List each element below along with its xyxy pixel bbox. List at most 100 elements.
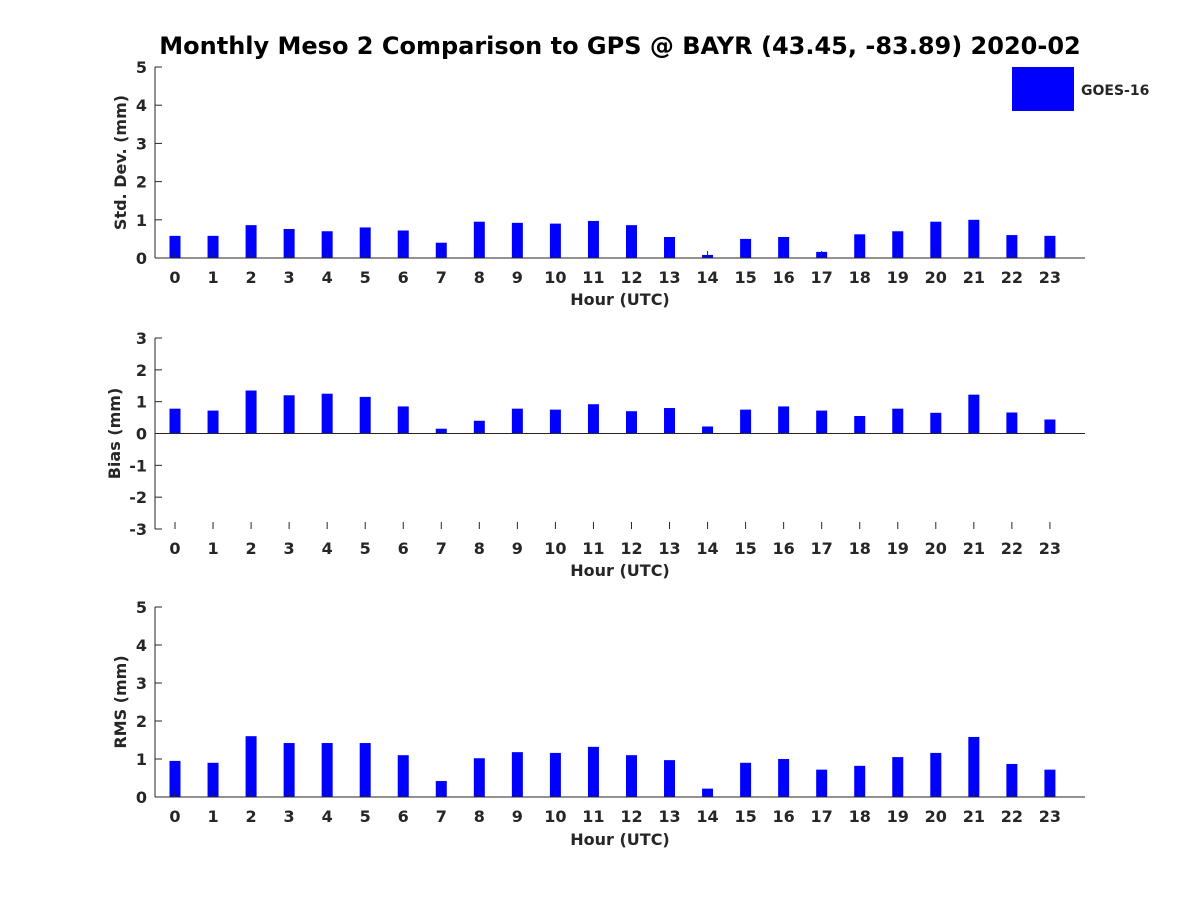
chart-title: Monthly Meso 2 Comparison to GPS @ BAYR … [159, 32, 1080, 60]
x-axis-label: Hour (UTC) [570, 290, 670, 309]
y-tick-label: -2 [129, 488, 147, 507]
bar-7 [435, 428, 447, 434]
bar-19 [892, 757, 904, 797]
bar-5 [359, 227, 371, 258]
bar-22 [1006, 412, 1018, 434]
bar-12 [625, 225, 637, 258]
bar-13 [664, 408, 676, 434]
y-tick-label: 3 [136, 674, 147, 693]
bar-6 [397, 230, 409, 258]
x-tick-label: 11 [582, 539, 604, 558]
x-tick-label: 5 [360, 539, 371, 558]
bar-2 [245, 390, 257, 434]
bar-20 [930, 752, 942, 797]
x-tick-label: 3 [284, 807, 295, 826]
x-tick-label: 8 [474, 539, 485, 558]
x-tick-label: 12 [620, 807, 642, 826]
x-tick-label: 15 [734, 539, 756, 558]
y-tick-label: 4 [136, 636, 147, 655]
x-tick-label: 1 [207, 807, 218, 826]
y-tick-label: 0 [136, 249, 147, 268]
y-tick-label: 0 [136, 425, 147, 444]
bar-16 [778, 759, 790, 797]
bar-18 [854, 415, 866, 434]
bar-7 [435, 242, 447, 258]
x-tick-label: 19 [887, 539, 909, 558]
bar-2 [245, 225, 257, 258]
bar-3 [283, 743, 295, 797]
bar-8 [473, 420, 485, 434]
bar-7 [435, 781, 447, 797]
x-tick-label: 4 [322, 807, 333, 826]
x-tick-label: 1 [207, 539, 218, 558]
x-tick-label: 11 [582, 268, 604, 287]
bar-22 [1006, 235, 1018, 258]
bar-23 [1044, 769, 1056, 797]
x-tick-label: 6 [398, 807, 409, 826]
bar-16 [778, 406, 790, 434]
x-tick-label: 16 [773, 539, 795, 558]
bar-19 [892, 231, 904, 258]
x-tick-label: 13 [658, 807, 680, 826]
x-tick-label: 2 [246, 807, 257, 826]
x-tick-label: 23 [1039, 539, 1061, 558]
x-tick-label: 0 [169, 268, 180, 287]
bar-11 [587, 746, 599, 797]
bar-15 [740, 762, 752, 797]
x-tick-label: 18 [849, 268, 871, 287]
bar-1 [207, 235, 219, 258]
x-tick-label: 20 [925, 807, 947, 826]
x-tick-label: 13 [658, 268, 680, 287]
bar-12 [625, 411, 637, 434]
x-tick-label: 16 [773, 807, 795, 826]
x-tick-label: 2 [246, 539, 257, 558]
bar-19 [892, 408, 904, 434]
bar-4 [321, 231, 333, 258]
y-tick-label: -1 [129, 456, 147, 475]
bar-11 [587, 220, 599, 258]
bar-4 [321, 743, 333, 797]
x-tick-label: 17 [811, 807, 833, 826]
x-tick-label: 14 [696, 268, 718, 287]
x-tick-label: 19 [887, 268, 909, 287]
bar-1 [207, 762, 219, 797]
x-tick-label: 7 [436, 807, 447, 826]
bar-9 [511, 222, 523, 258]
bar-21 [968, 736, 980, 797]
x-tick-label: 16 [773, 268, 795, 287]
bar-10 [549, 752, 561, 797]
y-tick-label: 1 [136, 750, 147, 769]
bar-13 [664, 236, 676, 258]
bar-2 [245, 736, 257, 797]
x-tick-label: 9 [512, 807, 523, 826]
x-tick-label: 21 [963, 807, 985, 826]
bar-0 [169, 235, 181, 258]
bar-20 [930, 221, 942, 258]
bar-10 [549, 409, 561, 434]
x-tick-label: 5 [360, 807, 371, 826]
x-tick-label: 4 [322, 539, 333, 558]
bar-3 [283, 228, 295, 258]
x-tick-label: 3 [284, 268, 295, 287]
bar-13 [664, 760, 676, 797]
x-tick-label: 5 [360, 268, 371, 287]
x-tick-label: 21 [963, 268, 985, 287]
bar-9 [511, 752, 523, 797]
x-tick-label: 19 [887, 807, 909, 826]
x-tick-label: 15 [734, 807, 756, 826]
bar-15 [740, 238, 752, 258]
x-tick-label: 12 [620, 539, 642, 558]
x-tick-label: 6 [398, 539, 409, 558]
bar-21 [968, 219, 980, 258]
y-tick-label: 1 [136, 211, 147, 230]
x-tick-label: 11 [582, 807, 604, 826]
bar-21 [968, 394, 980, 434]
x-tick-label: 22 [1001, 268, 1023, 287]
y-tick-label: 0 [136, 788, 147, 807]
x-tick-label: 12 [620, 268, 642, 287]
bar-11 [587, 404, 599, 434]
